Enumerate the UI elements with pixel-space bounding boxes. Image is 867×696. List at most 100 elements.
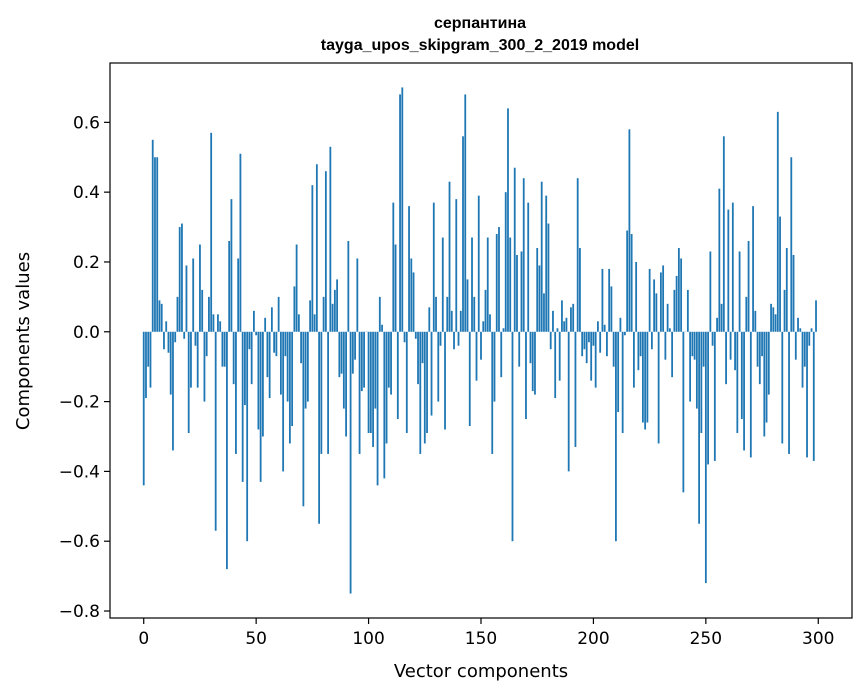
- bar-component-21: [190, 331, 192, 388]
- bar-component-22: [192, 258, 195, 332]
- bar-component-77: [315, 164, 318, 332]
- bar-component-72: [304, 331, 307, 409]
- bar-component-112: [394, 244, 397, 332]
- bar-component-245: [693, 331, 696, 360]
- bar-component-229: [657, 331, 660, 444]
- bar-component-237: [675, 275, 678, 332]
- bar-component-156: [493, 331, 496, 402]
- bar-component-108: [385, 331, 388, 444]
- bar-component-192: [574, 331, 577, 447]
- bar-component-49: [253, 310, 255, 332]
- bar-component-247: [698, 331, 700, 524]
- bar-component-257: [720, 303, 723, 332]
- bar-component-56: [268, 331, 271, 399]
- bar-component-254: [713, 331, 716, 461]
- bar-component-150: [480, 331, 482, 360]
- bar-component-34: [219, 321, 222, 332]
- bar-component-295: [806, 331, 808, 458]
- bar-component-140: [457, 331, 460, 346]
- bar-component-277: [765, 331, 768, 423]
- bar-component-177: [540, 181, 543, 332]
- bar-component-175: [536, 248, 539, 332]
- bar-component-264: [736, 331, 739, 433]
- bar-component-36: [223, 331, 226, 367]
- bar-component-39: [230, 199, 233, 332]
- bar-component-208: [610, 286, 613, 332]
- bar-component-93: [351, 331, 354, 374]
- bar-component-122: [417, 331, 419, 385]
- bar-component-287: [788, 331, 790, 454]
- bar-component-43: [239, 153, 242, 332]
- bar-component-288: [790, 157, 793, 332]
- bar-component-168: [520, 251, 523, 332]
- y-tick-label: 0.6: [73, 113, 100, 133]
- bar-component-276: [763, 331, 766, 437]
- bar-component-47: [248, 331, 251, 350]
- bar-component-98: [363, 331, 365, 388]
- bar-component-147: [473, 296, 476, 332]
- bar-component-30: [210, 132, 213, 332]
- bar-component-24: [196, 331, 199, 388]
- bar-component-215: [626, 230, 629, 332]
- bar-component-149: [477, 195, 480, 332]
- bar-component-127: [428, 307, 431, 332]
- bar-component-268: [745, 296, 748, 332]
- bar-component-178: [543, 293, 545, 332]
- bar-component-250: [704, 331, 707, 584]
- bar-component-95: [356, 258, 359, 332]
- bar-component-164: [511, 331, 514, 542]
- bar-component-165: [513, 167, 516, 332]
- bar-component-4: [151, 139, 154, 332]
- bar-component-238: [677, 248, 680, 332]
- bar-component-207: [608, 268, 611, 332]
- bar-component-246: [695, 331, 698, 409]
- bar-component-119: [410, 258, 413, 332]
- bar-component-190: [570, 307, 572, 332]
- chart-subtitle: tayga_upos_skipgram_300_2_2019 model: [321, 37, 639, 54]
- bar-component-62: [282, 331, 285, 472]
- bar-component-239: [680, 258, 683, 332]
- bar-component-222: [641, 331, 644, 423]
- bar-component-179: [545, 195, 548, 332]
- bar-component-92: [349, 331, 352, 594]
- bar-component-40: [232, 331, 235, 385]
- bar-component-189: [567, 331, 570, 472]
- bar-component-121: [414, 331, 417, 339]
- bar-component-15: [176, 296, 179, 332]
- bar-component-249: [702, 331, 705, 367]
- bar-component-289: [792, 254, 795, 332]
- bar-component-259: [725, 331, 727, 385]
- bar-component-231: [662, 265, 665, 332]
- y-tick-label: −0.4: [59, 462, 100, 482]
- bar-component-136: [448, 181, 451, 332]
- y-tick-label: −0.8: [59, 602, 100, 622]
- bar-component-55: [266, 331, 269, 378]
- bar-component-185: [558, 331, 561, 381]
- bar-component-219: [635, 261, 638, 332]
- bar-component-118: [408, 206, 410, 332]
- bar-component-28: [205, 331, 208, 357]
- bar-component-291: [797, 317, 799, 332]
- bar-component-14: [174, 331, 177, 343]
- bar-component-299: [815, 300, 817, 332]
- bar-component-117: [405, 331, 408, 433]
- bar-component-45: [244, 331, 246, 406]
- bar-component-197: [585, 331, 588, 364]
- bar-component-128: [430, 331, 433, 416]
- bar-component-89: [342, 331, 345, 409]
- bar-component-248: [700, 331, 703, 433]
- bar-component-160: [502, 328, 505, 332]
- bar-component-279: [770, 303, 772, 332]
- bar-component-226: [650, 331, 653, 350]
- bar-component-212: [619, 317, 622, 332]
- bar-component-70: [300, 331, 303, 364]
- bar-component-242: [686, 289, 689, 332]
- bar-component-218: [633, 331, 635, 388]
- bar-component-18: [183, 331, 186, 339]
- bar-component-65: [288, 331, 291, 444]
- bar-component-94: [354, 331, 356, 360]
- bar-component-224: [646, 331, 649, 423]
- bar-component-198: [588, 331, 590, 343]
- bar-component-297: [810, 328, 813, 332]
- bar-component-176: [538, 265, 541, 332]
